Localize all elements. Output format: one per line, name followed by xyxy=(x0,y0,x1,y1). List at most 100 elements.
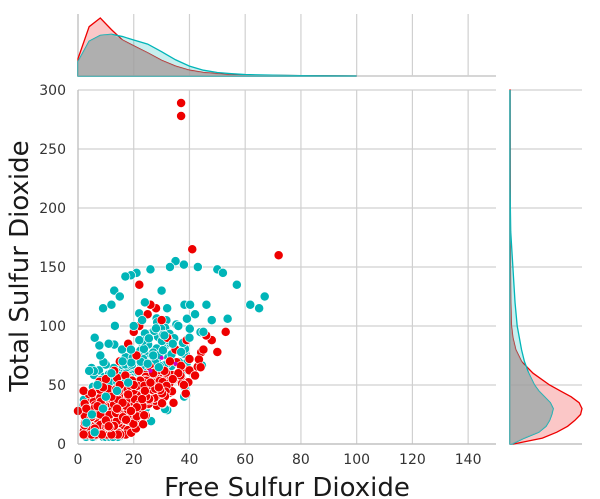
scatter-point-cyan xyxy=(245,299,256,310)
scatter-point xyxy=(148,350,159,361)
scatter-point xyxy=(125,344,136,355)
scatter-point xyxy=(100,391,111,402)
scatter-point-cyan xyxy=(181,313,192,324)
scatter-point xyxy=(167,374,178,385)
top-density-overlap xyxy=(78,34,357,76)
scatter-point xyxy=(212,347,223,357)
scatter-point xyxy=(165,262,175,272)
x-tick-label: 100 xyxy=(343,452,370,468)
scatter-point xyxy=(145,377,156,388)
scatter-point-cyan xyxy=(94,340,105,351)
scatter-point-cyan xyxy=(222,313,233,324)
top-marginal-density xyxy=(77,14,496,77)
scatter-point xyxy=(134,335,145,346)
right-density-overlap xyxy=(510,90,554,444)
scatter-points xyxy=(73,98,284,442)
scatter-point xyxy=(123,377,134,388)
x-tick-label: 40 xyxy=(181,452,199,468)
scatter-point-minor xyxy=(173,361,178,366)
scatter-point-red xyxy=(78,429,89,440)
scatter-point xyxy=(176,347,187,357)
scatter-point xyxy=(153,362,164,373)
scatter-point xyxy=(159,330,170,341)
scatter-point xyxy=(220,326,231,337)
right-marginal-density xyxy=(509,89,583,445)
scatter-point xyxy=(206,315,217,326)
scatter-point xyxy=(178,259,189,270)
scatter-point-red xyxy=(157,398,167,409)
y-tick-labels: 0 50 100 150 200 250 300 xyxy=(39,83,66,453)
scatter-point xyxy=(192,262,203,272)
scatter-point xyxy=(103,338,114,349)
scatter-point xyxy=(112,385,122,396)
scatter-point xyxy=(254,303,265,314)
y-axis-label: Total Sulfur Dioxide xyxy=(5,140,35,392)
y-tick-label: 0 xyxy=(57,437,66,453)
scatter-point-cyan xyxy=(109,320,120,331)
scatter-point xyxy=(176,98,187,108)
scatter-point xyxy=(106,368,117,379)
x-tick-label: 60 xyxy=(236,452,254,468)
scatter-point xyxy=(190,370,200,381)
scatter-point xyxy=(137,315,148,326)
scatter-point xyxy=(125,406,136,416)
scatter-point xyxy=(139,297,150,308)
y-tick-label: 50 xyxy=(48,378,66,394)
scatter-point xyxy=(114,291,125,302)
scatter-point-cyan xyxy=(184,323,195,334)
y-tick-label: 200 xyxy=(39,201,66,217)
scatter-point xyxy=(184,354,195,364)
scatter-point xyxy=(162,303,173,314)
scatter-point xyxy=(92,380,103,390)
scatter-point xyxy=(139,385,150,396)
scatter-point xyxy=(142,358,153,369)
scatter-point-red xyxy=(180,388,191,399)
scatter-point xyxy=(117,356,128,367)
x-tick-labels: 0 20 40 60 80 100 120 140 xyxy=(74,452,482,468)
scatter-point-red xyxy=(139,410,150,421)
scatter-point xyxy=(151,323,161,334)
scatter-point xyxy=(273,250,284,261)
scatter-point xyxy=(176,111,187,121)
scatter-point-cyan xyxy=(143,333,154,344)
scatter-point xyxy=(198,326,209,337)
scatter-point-cyan xyxy=(201,299,212,310)
scatter-point xyxy=(95,350,106,361)
scatter-point-red xyxy=(168,397,179,408)
x-tick-label: 140 xyxy=(455,452,482,468)
scatter-point-minor xyxy=(159,355,164,360)
scatter-point xyxy=(89,332,100,343)
scatter-point-minor xyxy=(148,368,153,373)
x-tick-label: 20 xyxy=(125,452,143,468)
scatter-point xyxy=(98,403,109,414)
scatter-point xyxy=(187,244,198,255)
scatter-point xyxy=(153,382,164,393)
scatter-point xyxy=(81,417,92,428)
scatter-point xyxy=(98,303,109,314)
scatter-point xyxy=(103,421,114,432)
scatter-point xyxy=(195,362,206,373)
scatter-point xyxy=(173,321,184,331)
scatter-point xyxy=(145,264,156,275)
y-tick-label: 150 xyxy=(39,260,66,276)
scatter-point xyxy=(123,389,134,400)
scatter-point xyxy=(156,315,167,326)
scatter-point xyxy=(134,279,145,290)
y-tick-label: 300 xyxy=(39,83,66,99)
scatter-point-red xyxy=(121,414,132,425)
scatter-point xyxy=(184,332,195,343)
scatter-point xyxy=(120,271,131,282)
x-tick-label: 80 xyxy=(292,452,310,468)
scatter-point xyxy=(106,299,117,310)
y-tick-label: 250 xyxy=(39,142,66,158)
x-tick-label: 0 xyxy=(74,452,83,468)
scatter-point xyxy=(84,365,95,376)
scatter-point xyxy=(137,394,148,405)
scatter-point xyxy=(128,321,139,331)
scatter-point-red xyxy=(138,419,149,430)
scatter-point xyxy=(86,409,97,420)
scatter-point xyxy=(167,338,178,349)
scatter-point xyxy=(165,356,175,367)
